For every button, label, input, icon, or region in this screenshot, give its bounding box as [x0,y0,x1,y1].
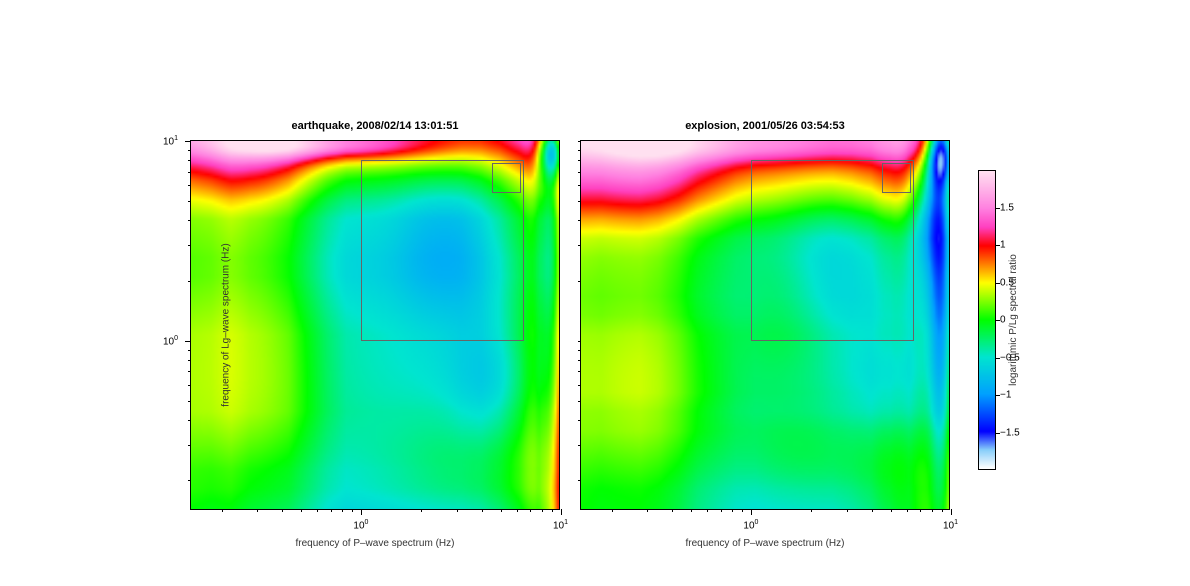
y-tick-minor [578,480,581,481]
x-tick-minor [457,509,458,512]
x-tick [751,509,752,515]
heatmap-left [191,141,559,509]
y-tick-minor [188,480,191,481]
x-tick-minor [742,509,743,512]
heatmap-right [581,141,949,509]
panel-earthquake: earthquake, 2008/02/14 13:01:51 frequenc… [190,120,560,549]
x-tick-label: 101 [553,519,568,531]
y-tick-minor [578,350,581,351]
x-tick-minor [891,509,892,512]
y-tick-minor [188,160,191,161]
y-tick-minor [188,150,191,151]
y-tick-minor [578,445,581,446]
panel-title: explosion, 2001/05/26 03:54:53 [685,120,845,132]
y-tick-minor [578,371,581,372]
x-tick-minor [530,509,531,512]
y-tick-minor [188,220,191,221]
plot-area-left: frequency of Lg–wave spectrum (Hz) 10010… [190,140,560,510]
x-tick-minor [932,509,933,512]
y-tick-minor [188,385,191,386]
y-tick-label: 101 [163,135,178,147]
y-tick-minor [578,220,581,221]
y-tick-minor [578,360,581,361]
y-tick-minor [578,141,581,142]
colorbar-gradient [978,170,996,470]
y-tick-minor [578,172,581,173]
x-tick-minor [872,509,873,512]
x-tick [561,509,562,515]
colorbar-label-wrap: logarithmic P/Lg spectral ratio [1003,254,1021,386]
x-tick-minor [331,509,332,512]
y-tick-minor [188,201,191,202]
x-tick-minor [501,509,502,512]
panel-title: earthquake, 2008/02/14 13:01:51 [292,120,459,132]
ylabel-text: frequency of Lg–wave spectrum (Hz) [221,243,232,406]
y-tick-minor [578,401,581,402]
y-tick-minor [578,185,581,186]
y-tick-minor [188,371,191,372]
x-tick-minor [542,509,543,512]
xlabel-text: frequency of P–wave spectrum (Hz) [686,538,845,549]
y-tick-minor [578,160,581,161]
x-tick-minor [612,509,613,512]
x-tick-minor [257,509,258,512]
y-tick-minor [578,341,581,342]
y-tick-minor [188,445,191,446]
x-tick-minor [691,509,692,512]
x-tick-minor [647,509,648,512]
y-tick-minor [188,281,191,282]
x-tick [361,509,362,515]
colorbar-tick-label: −1 [1000,390,1011,401]
xlabel-text: frequency of P–wave spectrum (Hz) [296,538,455,549]
x-tick-label: 101 [943,519,958,531]
y-tick-minor [188,420,191,421]
colorbar-tick-label: 1.5 [1000,202,1014,213]
x-tick-minor [552,509,553,512]
x-tick-minor [907,509,908,512]
y-tick-label: 100 [163,335,178,347]
y-tick-minor [188,172,191,173]
x-tick-minor [517,509,518,512]
x-tick-minor [352,509,353,512]
x-tick-minor [421,509,422,512]
colorbar-tick-label: −1.5 [1000,427,1020,438]
y-tick-minor [188,185,191,186]
y-tick-minor [578,420,581,421]
y-tick-minor [188,401,191,402]
x-tick-minor [342,509,343,512]
plot-area-right: 100101 [580,140,950,510]
x-tick-minor [317,509,318,512]
x-tick-minor [732,509,733,512]
y-tick [185,341,191,342]
x-tick-minor [672,509,673,512]
x-tick-minor [811,509,812,512]
x-tick-minor [942,509,943,512]
x-tick-minor [707,509,708,512]
panel-explosion: explosion, 2001/05/26 03:54:53 100101 fr… [580,120,950,549]
x-tick-minor [847,509,848,512]
colorbar-tick-label: 1 [1000,240,1006,251]
x-tick-label: 100 [353,519,368,531]
x-tick-minor [482,509,483,512]
x-tick-minor [920,509,921,512]
y-tick-minor [188,245,191,246]
ylabel-wrap-left: frequency of Lg–wave spectrum (Hz) [216,243,234,406]
y-tick-minor [578,150,581,151]
y-tick-minor [578,201,581,202]
x-tick-minor [282,509,283,512]
y-tick-minor [578,385,581,386]
y-tick-minor [578,281,581,282]
colorbar: −1.5−1−0.500.511.5 logarithmic P/Lg spec… [978,170,1028,470]
y-tick-minor [578,245,581,246]
y-tick [185,141,191,142]
y-tick-minor [188,350,191,351]
x-tick-label: 100 [743,519,758,531]
x-tick [951,509,952,515]
colorbar-label: logarithmic P/Lg spectral ratio [1008,254,1019,386]
x-tick-minor [301,509,302,512]
x-tick-minor [222,509,223,512]
x-tick-minor [721,509,722,512]
y-tick-minor [188,360,191,361]
